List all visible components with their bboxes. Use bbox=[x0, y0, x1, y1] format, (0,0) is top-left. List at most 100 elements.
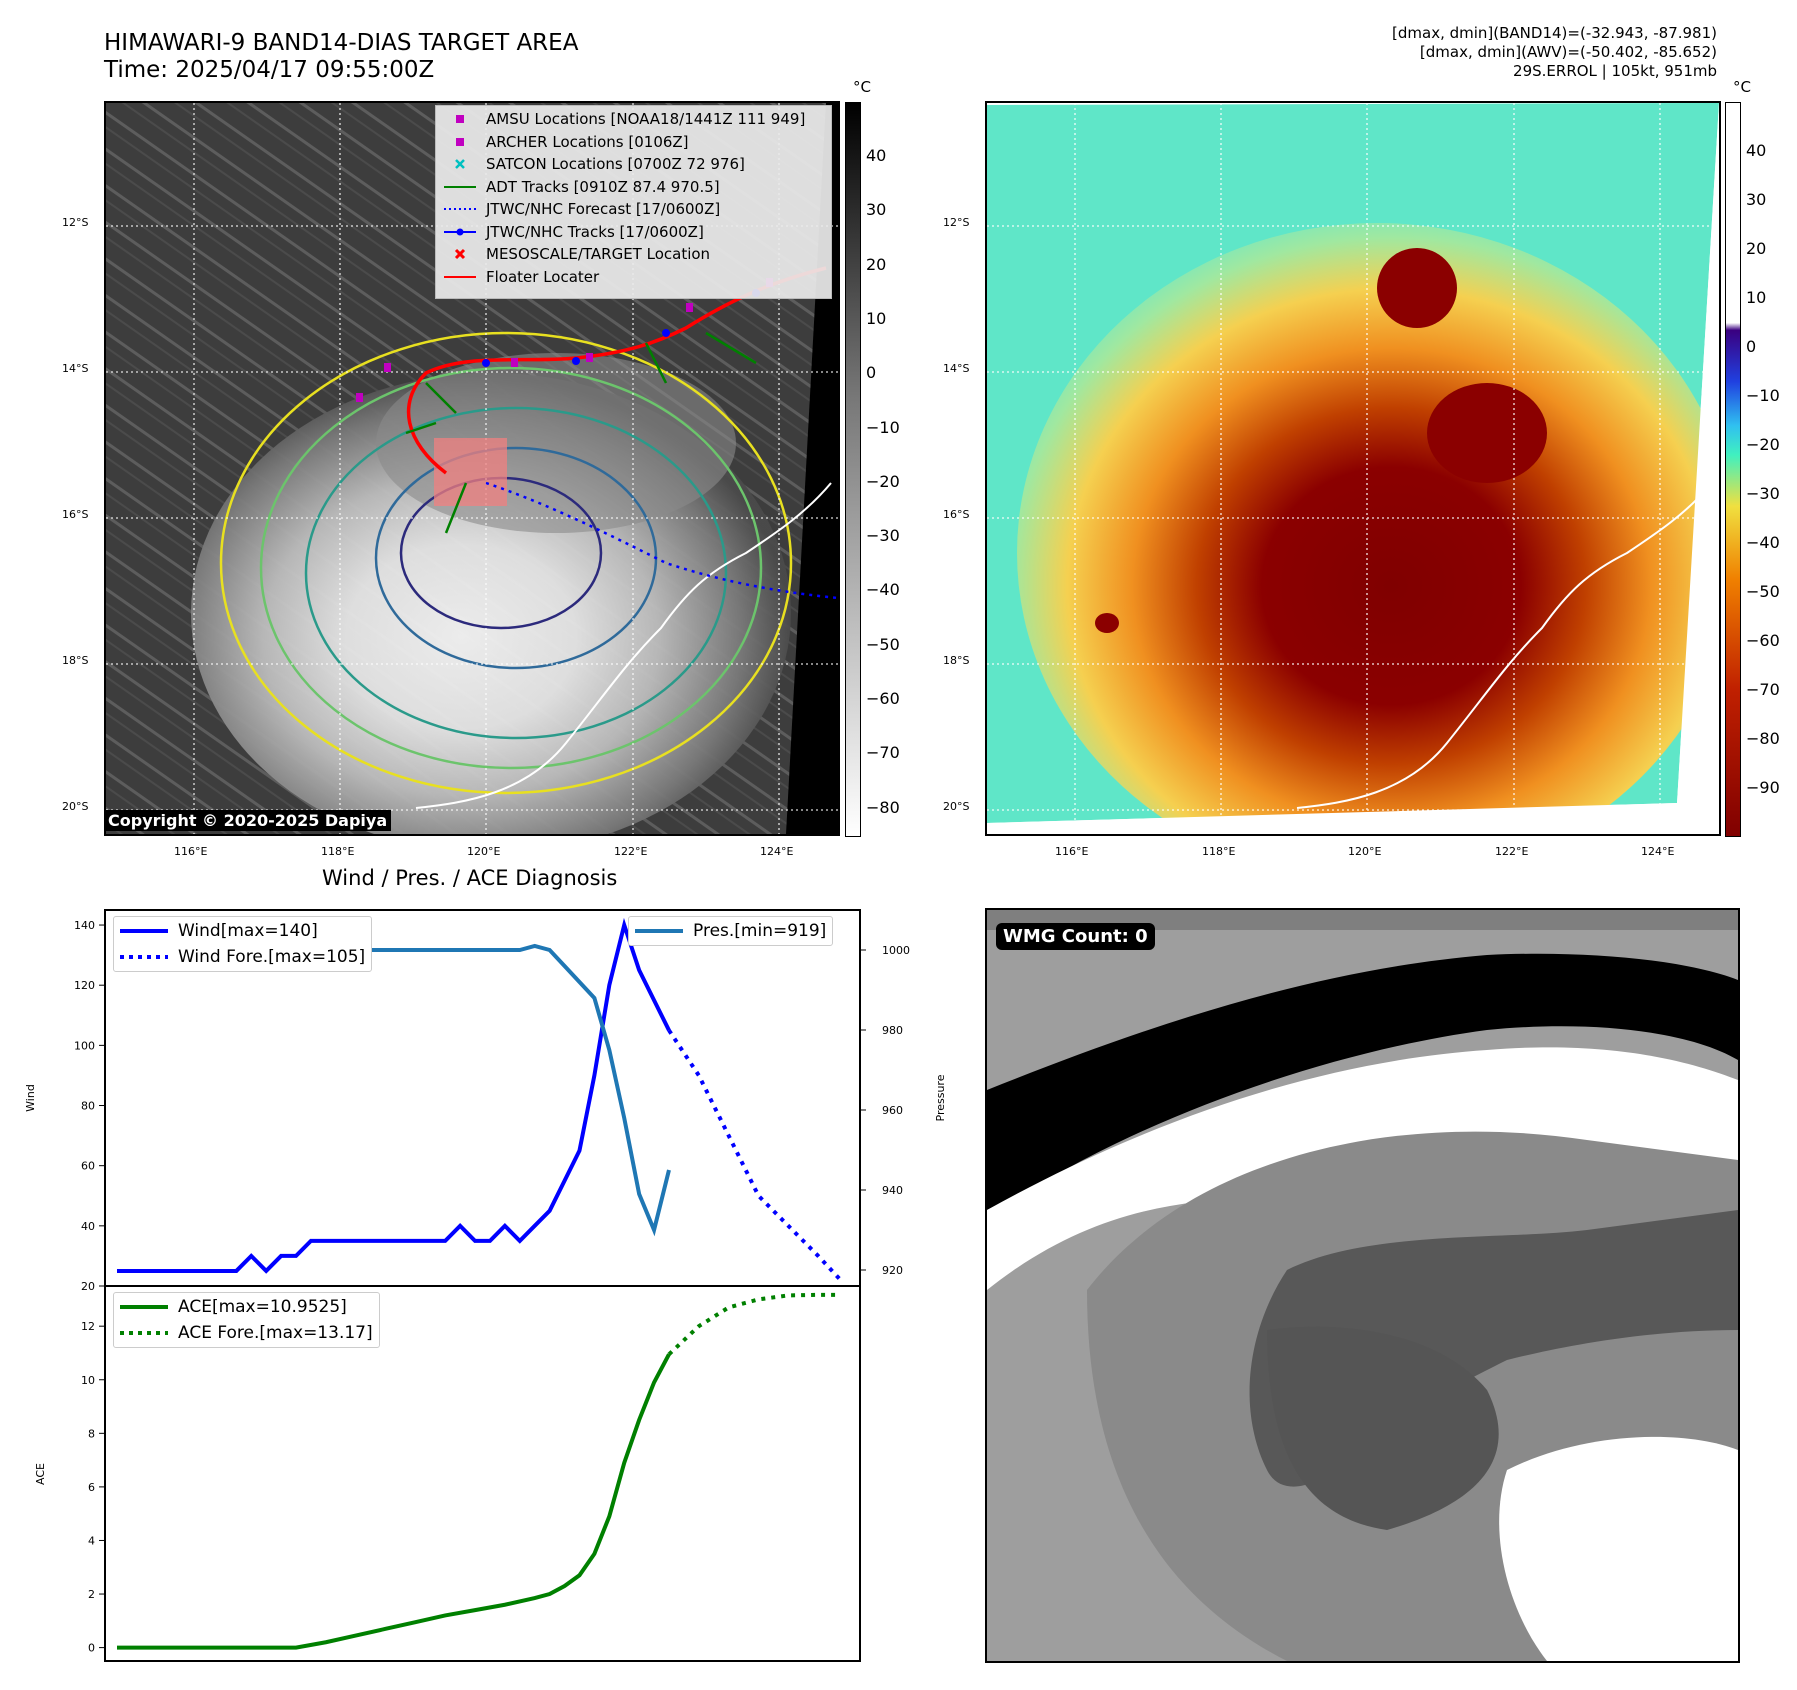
colorbar-tick-label: 0 bbox=[866, 363, 877, 383]
colorbar-tick-label: −80 bbox=[866, 797, 900, 817]
copyright-label: Copyright © 2020-2025 Dapiya bbox=[104, 810, 392, 831]
right-lat-tick-16s: 16°S bbox=[943, 508, 970, 521]
ace-legend: ACE[max=10.9525] ACE Fore.[max=13.17] bbox=[113, 1292, 380, 1348]
solid-line-icon bbox=[120, 929, 168, 933]
right-lon-tick-124e: 124°E bbox=[1641, 845, 1675, 858]
diagnosis-chart: 20 40 60 80 100 120 140 920 940 960 980 1000 0 2 4 6 8… bbox=[24, 909, 947, 1662]
ace-tick-label: 4 bbox=[88, 1534, 95, 1547]
colorbar-tick-label: 20 bbox=[866, 254, 887, 274]
right-lon-tick-120e: 120°E bbox=[1348, 845, 1382, 858]
wind-legend: Wind[max=140] Wind Fore.[max=105] bbox=[113, 916, 373, 972]
wind-tick-label: 60 bbox=[81, 1160, 95, 1173]
colorbar-tick-label: 40 bbox=[866, 146, 887, 165]
pressure-tick-label: 960 bbox=[882, 1104, 903, 1117]
colorbar-tick-label: −20 bbox=[866, 471, 900, 491]
ace-tick-label: 2 bbox=[88, 1588, 95, 1601]
square-marker-icon bbox=[456, 115, 464, 124]
ace-forecast-line bbox=[667, 1292, 841, 1356]
left-colorbar-unit: °C bbox=[853, 78, 871, 96]
ace-axis-label: ACE bbox=[34, 1463, 47, 1485]
line-dot-marker-icon bbox=[444, 228, 476, 236]
dotted-line-icon bbox=[120, 1331, 168, 1335]
stats-awv: [dmax, dmin](AWV)=(-50.402, -85.652) bbox=[1419, 43, 1717, 61]
wmg-count-badge: WMG Count: 0 bbox=[996, 923, 1155, 950]
colorbar-tick-label: −70 bbox=[866, 743, 900, 763]
legend-satcon: SATCON Locations [0700Z 72 976] bbox=[442, 153, 825, 176]
colorbar-tick-label: −40 bbox=[1746, 533, 1780, 552]
legend-wind: Wind[max=140] bbox=[120, 918, 365, 944]
legend-floater: Floater Locater bbox=[442, 266, 825, 289]
colorbar-tick-label: −30 bbox=[866, 526, 900, 546]
ace-tick-label: 0 bbox=[88, 1642, 95, 1655]
pressure-tick-label: 920 bbox=[882, 1264, 903, 1277]
wmg-panel bbox=[985, 908, 1740, 1663]
figure-title: HIMAWARI-9 BAND14-DIAS TARGET AREA Time:… bbox=[104, 30, 578, 84]
lon-tick-118e: 118°E bbox=[321, 845, 355, 858]
right-lat-tick-14s: 14°S bbox=[943, 362, 970, 375]
pressure-tick-label: 1000 bbox=[882, 944, 910, 957]
x-marker-icon bbox=[455, 159, 465, 170]
legend-jtwc-forecast: JTWC/NHC Forecast [17/0600Z] bbox=[442, 198, 825, 221]
wmg-image bbox=[987, 910, 1738, 1661]
colorbar-tick-label: −50 bbox=[1746, 582, 1780, 601]
legend-target: MESOSCALE/TARGET Location bbox=[442, 243, 825, 266]
wind-tick-label: 20 bbox=[81, 1280, 95, 1293]
ace-tick-label: 6 bbox=[88, 1481, 95, 1494]
diagnosis-title: Wind / Pres. / ACE Diagnosis bbox=[322, 866, 618, 890]
colorbar-tick-label: 30 bbox=[1746, 190, 1767, 209]
legend-adt: ADT Tracks [0910Z 87.4 970.5] bbox=[442, 176, 825, 199]
lat-tick-14s: 14°S bbox=[62, 362, 89, 375]
ace-plot-frame bbox=[104, 1285, 861, 1662]
pressure-legend: Pres.[min=919] bbox=[628, 916, 834, 946]
pressure-axis-label: Pressure bbox=[934, 1074, 947, 1121]
wind-forecast-line bbox=[667, 1029, 843, 1282]
colorbar-tick-label: 10 bbox=[866, 308, 887, 328]
legend-ace-forecast: ACE Fore.[max=13.17] bbox=[120, 1320, 373, 1346]
lon-tick-120e: 120°E bbox=[467, 845, 501, 858]
dotted-line-icon bbox=[120, 955, 168, 959]
x-marker-icon bbox=[454, 249, 466, 260]
wind-tick-label: 40 bbox=[81, 1220, 95, 1233]
colorbar-tick-label: −70 bbox=[1746, 680, 1780, 699]
colorbar-tick-label: −90 bbox=[1746, 778, 1780, 797]
colorbar-tick-label: −60 bbox=[1746, 631, 1780, 650]
legend-ace: ACE[max=10.9525] bbox=[120, 1294, 373, 1320]
right-lon-tick-118e: 118°E bbox=[1202, 845, 1236, 858]
right-lon-tick-116e: 116°E bbox=[1055, 845, 1089, 858]
right-colorbar-unit: °C bbox=[1733, 78, 1751, 96]
wind-tick-label: 100 bbox=[74, 1039, 95, 1052]
colorbar-tick-label: −10 bbox=[866, 417, 900, 437]
title-line-2: Time: 2025/04/17 09:55:00Z bbox=[104, 57, 435, 83]
solid-line-icon bbox=[635, 929, 683, 933]
left-colorbar bbox=[845, 102, 861, 837]
lon-tick-122e: 122°E bbox=[614, 845, 648, 858]
wind-tick-label: 140 bbox=[74, 919, 95, 932]
solid-line-icon bbox=[120, 1305, 168, 1309]
ace-tick-label: 10 bbox=[81, 1374, 95, 1387]
line-marker-icon bbox=[444, 275, 476, 278]
ace-axis-ticks: 0 2 4 6 8 10 12 bbox=[81, 1320, 105, 1655]
line-marker-icon bbox=[444, 185, 476, 188]
wind-axis-label: Wind bbox=[24, 1084, 37, 1112]
colorbar-tick-label: −30 bbox=[1746, 484, 1780, 503]
colorbar-tick-label: −50 bbox=[866, 634, 900, 654]
wind-axis-ticks: 20 40 60 80 100 120 140 bbox=[74, 919, 105, 1293]
dotted-line-icon bbox=[444, 208, 476, 211]
right-colorbar bbox=[1725, 102, 1741, 837]
right-lat-tick-18s: 18°S bbox=[943, 654, 970, 667]
lat-tick-20s: 20°S bbox=[62, 800, 89, 813]
title-line-1: HIMAWARI-9 BAND14-DIAS TARGET AREA bbox=[104, 30, 579, 56]
colorbar-tick-label: −40 bbox=[866, 580, 900, 600]
right-lat-tick-12s: 12°S bbox=[943, 216, 970, 229]
pressure-tick-label: 940 bbox=[882, 1184, 903, 1197]
legend-amsu: AMSU Locations [NOAA18/1441Z 111 949] bbox=[442, 108, 825, 131]
wind-line bbox=[117, 917, 671, 1274]
pressure-axis-ticks: 920 940 960 980 1000 bbox=[860, 944, 910, 1277]
awv-map-panel bbox=[985, 101, 1721, 836]
lon-tick-116e: 116°E bbox=[174, 845, 208, 858]
colorbar-tick-label: −10 bbox=[1746, 386, 1780, 405]
ace-tick-label: 12 bbox=[81, 1320, 95, 1333]
legend-archer: ARCHER Locations [0106Z] bbox=[442, 131, 825, 154]
colorbar-tick-label: −60 bbox=[866, 689, 900, 708]
colorbar-tick-label: 30 bbox=[866, 200, 887, 220]
